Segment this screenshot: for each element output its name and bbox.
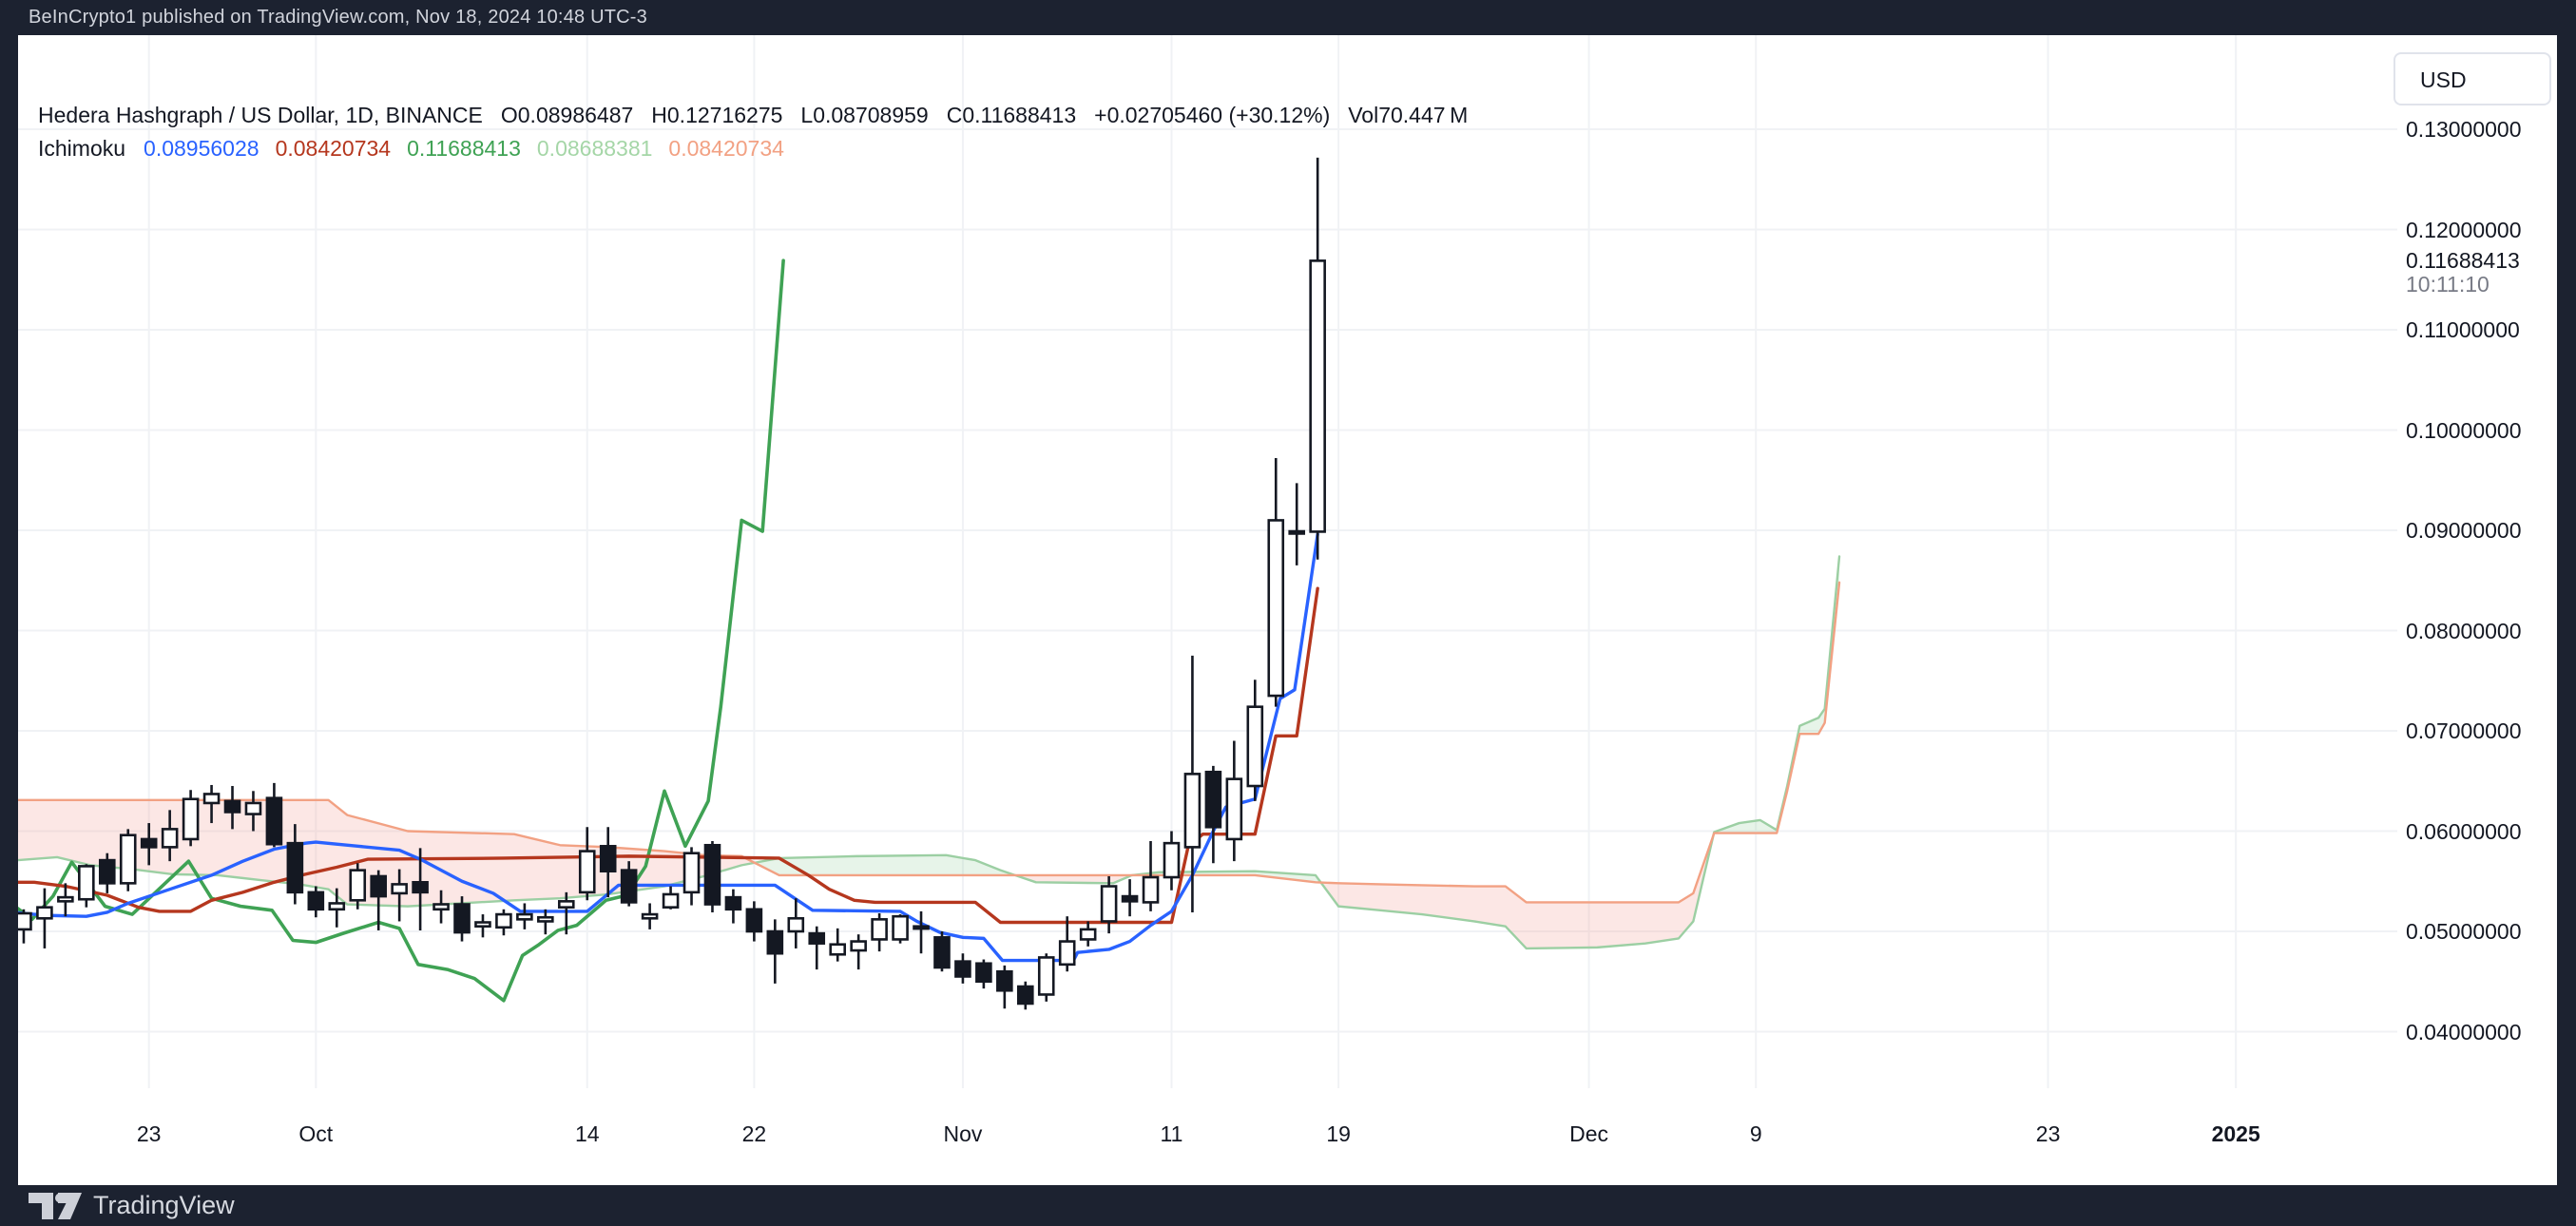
countdown-timer: 10:11:10 — [2406, 272, 2489, 297]
price-tick-label: 0.07000000 — [2406, 718, 2522, 743]
footer-bar: TradingView — [0, 1185, 2576, 1226]
indicator-values: 0.08956028 0.08420734 0.11688413 0.08688381… — [144, 136, 784, 162]
price-tick-label: 0.06000000 — [2406, 818, 2522, 844]
price-chart-canvas[interactable] — [18, 35, 2557, 1185]
time-tick-label: 9 — [1749, 1121, 1762, 1146]
tradingview-wordmark[interactable]: TradingView — [93, 1191, 235, 1219]
ohlc-change: +0.02705460 (+30.12%) — [1094, 103, 1331, 127]
ohlc-high: H0.12716275 — [651, 103, 783, 127]
currency-toggle-button[interactable]: USD — [2393, 52, 2551, 105]
price-tick-label: 0.12000000 — [2406, 217, 2522, 242]
ohlc-close: C0.11688413 — [946, 103, 1077, 127]
price-tick-label: 0.09000000 — [2406, 518, 2522, 543]
last-price-label: 0.11688413 — [2406, 248, 2520, 274]
time-tick-label: Dec — [1569, 1121, 1609, 1146]
time-tick-label: 23 — [2035, 1121, 2061, 1146]
indicator-value: 0.08688381 — [536, 136, 653, 161]
time-tick-label: 19 — [1326, 1121, 1351, 1146]
symbol-ohlc-legend: Hedera Hashgraph / US Dollar, 1D, BINANC… — [38, 103, 1468, 128]
time-tick-label: 23 — [136, 1121, 162, 1146]
volume-value: Vol70.447 M — [1348, 103, 1469, 127]
time-tick-label: 22 — [741, 1121, 767, 1146]
chart-panel: Hedera Hashgraph / US Dollar, 1D, BINANC… — [18, 35, 2557, 1185]
indicator-value: 0.08956028 — [144, 136, 260, 161]
time-tick-label: 14 — [574, 1121, 600, 1146]
price-tick-label: 0.05000000 — [2406, 919, 2522, 944]
time-tick-label: 2025 — [2211, 1121, 2260, 1146]
indicator-value: 0.08420734 — [668, 136, 784, 161]
price-tick-label: 0.10000000 — [2406, 417, 2522, 443]
symbol-title[interactable]: Hedera Hashgraph / US Dollar, 1D, BINANC… — [38, 103, 483, 127]
tradingview-logo-icon — [29, 1192, 82, 1219]
price-tick-label: 0.11000000 — [2406, 317, 2520, 342]
price-tick-label: 0.13000000 — [2406, 117, 2522, 142]
publish-banner: BeInCrypto1 published on TradingView.com… — [29, 7, 647, 28]
price-tick-label: 0.08000000 — [2406, 618, 2522, 643]
time-tick-label: Oct — [298, 1121, 334, 1146]
time-tick-label: Nov — [943, 1121, 983, 1146]
time-tick-label: 11 — [1160, 1121, 1183, 1146]
indicator-name[interactable]: Ichimoku — [38, 136, 126, 161]
price-tick-label: 0.04000000 — [2406, 1019, 2522, 1044]
indicator-value: 0.11688413 — [407, 136, 521, 161]
indicator-value: 0.08420734 — [275, 136, 392, 161]
ohlc-low: L0.08708959 — [800, 103, 929, 127]
ichimoku-legend: Ichimoku 0.08956028 0.08420734 0.11688413 0… — [38, 136, 784, 162]
ohlc-open: O0.08986487 — [500, 103, 634, 127]
